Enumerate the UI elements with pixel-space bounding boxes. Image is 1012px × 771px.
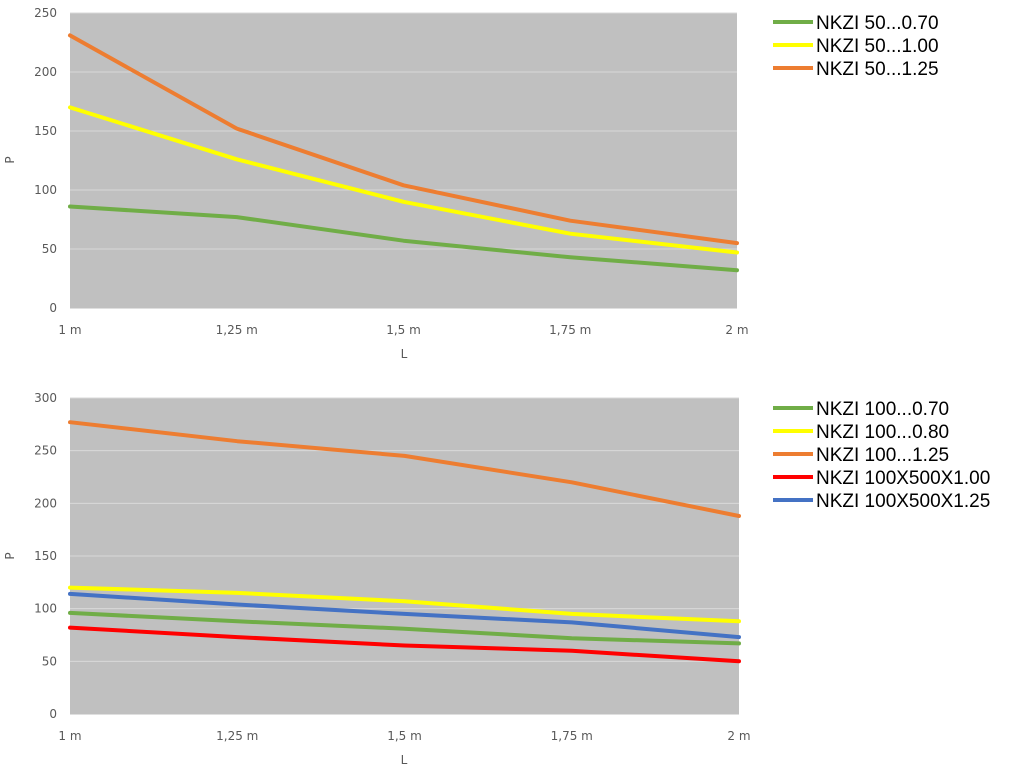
x-tick-label: 1,5 m [386, 323, 421, 337]
x-tick-label: 1,25 m [216, 323, 258, 337]
legend-label: NKZI 50...0.70 [816, 13, 939, 34]
chart-1: 0 50 100 150 200 250 1 m 1,25 m 1,5 m 1,75 m 2 m L P… [3, 6, 939, 361]
y-tick-label: 100 [34, 183, 57, 197]
y-tick-label: 50 [42, 654, 57, 668]
legend-label: NKZI 100X500X1.00 [816, 468, 990, 489]
y-tick-label: 200 [34, 496, 57, 510]
chart-2: 0 50 100 150 200 250 300 1 m 1,25 m 1,5 m 1,75 m 2 … [3, 391, 990, 767]
x-tick-label: 2 m [727, 729, 750, 743]
legend-label: NKZI 50...1.25 [816, 59, 939, 80]
y-tick-label: 0 [49, 301, 57, 315]
y-tick-label: 300 [34, 391, 57, 405]
y-tick-label: 150 [34, 549, 57, 563]
series-line [68, 591, 741, 640]
legend-label: NKZI 100...0.80 [816, 422, 949, 443]
y-tick-label: 50 [42, 242, 57, 256]
y-tick-label: 200 [34, 65, 57, 79]
legend-item: NKZI 100X500X1.00 [773, 468, 990, 489]
series-line [68, 105, 739, 255]
legend-label: NKZI 100...1.25 [816, 445, 949, 466]
legend-item: NKZI 100...0.80 [773, 422, 949, 443]
legend-label: NKZI 100X500X1.25 [816, 491, 990, 512]
series-line [68, 420, 741, 518]
x-tick-label: 1,25 m [216, 729, 258, 743]
y-tick-label: 150 [34, 124, 57, 138]
series-line [68, 610, 741, 646]
x-tick-label: 1,75 m [549, 323, 591, 337]
y-axis-title: P [3, 156, 17, 163]
x-tick-label: 1,5 m [387, 729, 422, 743]
legend-item: NKZI 50...0.70 [773, 13, 939, 34]
legend-label: NKZI 50...1.00 [816, 36, 939, 57]
series-line [68, 204, 739, 273]
legend-item: NKZI 50...1.00 [773, 36, 939, 57]
series-line [68, 625, 741, 664]
y-tick-label: 0 [49, 707, 57, 721]
y-axis-title: P [3, 552, 17, 559]
legend-item: NKZI 50...1.25 [773, 59, 939, 80]
y-tick-label: 250 [34, 6, 57, 20]
y-tick-label: 250 [34, 444, 57, 458]
legend-label: NKZI 100...0.70 [816, 399, 949, 420]
x-axis-title: L [401, 753, 408, 767]
x-tick-label: 1 m [58, 323, 81, 337]
x-axis-title: L [401, 347, 408, 361]
plot-area [70, 13, 737, 308]
series-line [68, 33, 739, 246]
series-line [68, 585, 741, 624]
legend-item: NKZI 100...1.25 [773, 445, 949, 466]
x-tick-label: 1,75 m [551, 729, 593, 743]
x-tick-label: 2 m [725, 323, 748, 337]
legend-item: NKZI 100...0.70 [773, 399, 949, 420]
y-tick-label: 100 [34, 602, 57, 616]
x-tick-label: 1 m [58, 729, 81, 743]
legend-item: NKZI 100X500X1.25 [773, 491, 990, 512]
